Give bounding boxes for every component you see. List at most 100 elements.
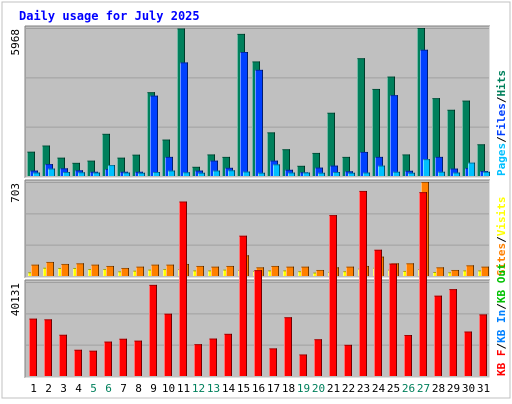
- bar-sites-day-13: [211, 266, 219, 276]
- bar-hits-day-24: [372, 88, 380, 176]
- bar-sites-day-14: [226, 265, 234, 276]
- x-tick-label: 29: [447, 382, 460, 395]
- bar-kbf-day-10: [164, 313, 172, 376]
- bar-sites-day-6: [106, 265, 114, 276]
- bar-kbf-day-26: [404, 335, 412, 376]
- bar-sites-day-29: [451, 269, 459, 276]
- bar-pages-day-24: [378, 165, 385, 176]
- bar-files-day-11: [180, 62, 188, 176]
- bar-kbf-day-4: [74, 349, 82, 376]
- legend-entry-kb-out: KB Out: [495, 263, 508, 303]
- bar-pages-day-3: [63, 172, 70, 176]
- bar-sites-day-31: [481, 266, 489, 276]
- chart-title: Daily usage for July 2025: [19, 9, 200, 23]
- bar-pages-day-5: [93, 172, 100, 176]
- bar-pages-day-11: [183, 172, 190, 176]
- bar-pages-day-28: [438, 171, 445, 176]
- bar-hits-day-5: [87, 160, 95, 176]
- bar-files-day-10: [165, 156, 173, 176]
- x-tick-label: 27: [417, 382, 430, 395]
- bar-files-day-20: [315, 167, 323, 176]
- x-tick-label: 8: [135, 382, 142, 395]
- bar-pages-day-19: [303, 172, 310, 176]
- bar-kbf-day-7: [119, 338, 127, 376]
- bar-sites-day-1: [31, 264, 39, 276]
- bar-pages-day-27: [423, 159, 430, 176]
- legend-entry-separator: /: [495, 343, 508, 350]
- bar-kbf-day-31: [479, 314, 487, 376]
- x-axis-labels: 1 2 3 4 5 6 7 8 9 10 11 12 13 14 15 16 17 18 19 20 21 22 23 24 2…: [30, 382, 490, 395]
- panel-middle: 703 Sites/Visits: [9, 179, 508, 279]
- x-tick-label: 31: [477, 382, 490, 395]
- legend-entry-separator: /: [495, 136, 508, 143]
- bar-files-day-13: [210, 160, 218, 176]
- panel-bottom-ymax-label: 40131: [9, 283, 22, 316]
- bar-sites-day-7: [121, 267, 129, 276]
- legend-entry-pages: Pages: [495, 143, 508, 176]
- bar-sites-day-17: [271, 265, 279, 276]
- x-tick-label: 6: [105, 382, 112, 395]
- bar-sites-day-8: [136, 266, 144, 276]
- x-tick-label: 9: [150, 382, 157, 395]
- bar-sites-day-26: [406, 263, 414, 276]
- bar-pages-day-25: [393, 171, 400, 176]
- x-tick-label: 22: [342, 382, 355, 395]
- bar-sites-day-3: [61, 263, 69, 276]
- x-tick-label: 11: [177, 382, 190, 395]
- bar-sites-day-20: [316, 269, 324, 276]
- bar-files-day-15: [240, 52, 248, 176]
- bar-kbf-day-25: [389, 263, 397, 376]
- bar-kbf-day-15: [239, 235, 247, 376]
- bar-pages-day-30: [468, 162, 475, 176]
- x-tick-label: 5: [90, 382, 97, 395]
- bar-kbf-day-5: [89, 350, 97, 376]
- bar-pages-day-29: [453, 172, 460, 176]
- x-tick-label: 13: [207, 382, 220, 395]
- bar-files-day-23: [360, 151, 368, 176]
- bar-kbf-day-18: [284, 317, 292, 376]
- x-tick-label: 4: [75, 382, 82, 395]
- legend-entry-files: Files: [495, 103, 508, 136]
- x-tick-label: 19: [297, 382, 310, 395]
- chart-panels: 5968Pages/Files/Hits703Sites/Visits40131…: [9, 25, 508, 379]
- bar-kbf-day-16: [254, 270, 262, 376]
- bar-hits-day-6: [102, 133, 110, 176]
- bar-kbf-day-9: [149, 284, 157, 376]
- bar-pages-day-12: [198, 172, 205, 176]
- x-tick-label: 14: [222, 382, 236, 395]
- bar-kbf-day-2: [44, 319, 52, 376]
- bar-sites-day-9: [151, 264, 159, 276]
- bar-kbf-day-13: [209, 338, 217, 376]
- x-tick-label: 28: [432, 382, 445, 395]
- x-tick-label: 7: [120, 382, 127, 395]
- bar-hits-day-23: [357, 58, 365, 176]
- legend-entry-kb-in: KB In: [495, 310, 508, 343]
- x-tick-label: 18: [282, 382, 295, 395]
- x-tick-label: 30: [462, 382, 475, 395]
- panel-top-ymax-label: 5968: [9, 29, 22, 56]
- x-tick-label: 17: [267, 382, 280, 395]
- bar-files-day-27: [420, 49, 428, 177]
- bar-pages-day-2: [48, 168, 55, 176]
- bar-pages-day-17: [273, 164, 280, 176]
- bar-pages-day-10: [168, 170, 175, 176]
- bar-hits-day-1: [27, 151, 35, 176]
- panel-middle-ymax-label: 703: [9, 183, 22, 203]
- bar-kbf-day-20: [314, 339, 322, 376]
- bar-pages-day-23: [363, 172, 370, 176]
- x-tick-label: 12: [192, 382, 205, 395]
- bar-sites-day-5: [91, 264, 99, 276]
- bar-kbf-day-30: [464, 331, 472, 376]
- bar-files-day-28: [435, 156, 443, 176]
- bar-files-day-29: [450, 168, 458, 176]
- x-tick-label: 1: [30, 382, 37, 395]
- bar-pages-day-7: [123, 172, 130, 176]
- panel-middle-background: [25, 180, 490, 278]
- bar-kbf-day-29: [449, 289, 457, 376]
- bar-kbf-day-23: [359, 190, 367, 376]
- bar-kbf-day-28: [434, 295, 442, 376]
- x-tick-label: 24: [372, 382, 386, 395]
- bar-pages-day-4: [78, 172, 85, 176]
